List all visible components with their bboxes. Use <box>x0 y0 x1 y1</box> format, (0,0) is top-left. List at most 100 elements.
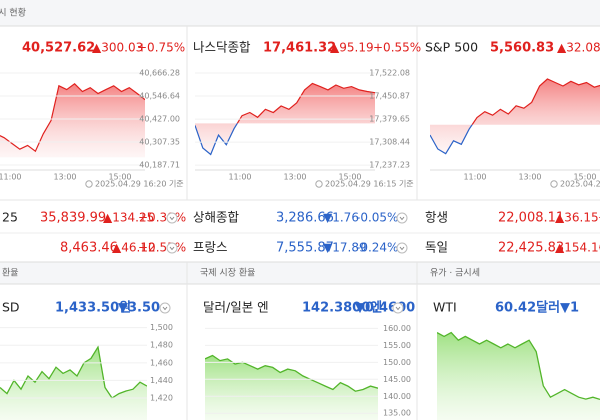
x-tick-label: 11:00 <box>0 173 22 182</box>
clock-icon <box>550 180 558 188</box>
chart <box>437 331 600 420</box>
clock-icon <box>315 180 323 188</box>
index-change: ▲300.03 <box>92 41 143 55</box>
index-price: 7,555.87 <box>276 241 334 256</box>
index-price: 5,560.83 <box>490 41 554 56</box>
y-tick-label: 135.00 <box>383 409 411 418</box>
index-name: 상해종합 <box>193 210 240 225</box>
rate-change: ▼0.4600 <box>355 301 415 316</box>
more-button <box>396 242 408 254</box>
index-price: 3,286.66 <box>276 211 334 226</box>
index-name: 독일 <box>425 240 448 255</box>
y-tick-label: 40,427.00 <box>139 115 180 124</box>
chart <box>205 354 378 420</box>
index-rate: -0.24% <box>356 241 398 255</box>
y-tick-label: 1,500 <box>150 323 173 332</box>
rate-price: 1,433.50원 <box>55 301 131 316</box>
rate-name: SD <box>2 300 20 315</box>
index-change: ▲46.12 <box>112 241 156 255</box>
index-name: S&P 500 <box>425 40 478 55</box>
index-rate: +0.55% <box>138 241 186 255</box>
more-icon <box>169 246 175 251</box>
y-tick-label: 17,308.44 <box>369 138 410 147</box>
x-tick-label: 15:00 <box>338 173 361 182</box>
more-button <box>392 302 404 314</box>
update-time: 2025.04.29 <box>560 180 600 189</box>
index-name: 나스닥종합 <box>193 40 251 55</box>
line <box>195 123 238 156</box>
rate-price: 142.3800엔 <box>302 300 382 316</box>
x-tick-label: 11:00 <box>463 173 486 182</box>
y-tick-label: 1,420 <box>150 394 173 403</box>
area <box>0 83 145 158</box>
x-tick-label: 11:00 <box>228 173 251 182</box>
more-button <box>159 302 171 314</box>
y-tick-label: 140.00 <box>383 392 411 401</box>
index-price: 35,839.99 <box>40 211 106 226</box>
y-tick-label: 150.00 <box>383 358 411 367</box>
y-tick-label: 1,440 <box>150 376 173 385</box>
more-button <box>166 242 178 254</box>
index-change: ▲154.16 <box>555 241 600 255</box>
index-change: ▼17.89 <box>323 241 367 255</box>
section-title: 환율 <box>2 267 19 279</box>
line <box>205 354 378 392</box>
index-rate: -0.05% <box>356 211 398 225</box>
y-tick-label: 40,307.35 <box>139 138 180 147</box>
y-tick-label: 1,480 <box>150 341 173 350</box>
more-icon <box>169 216 175 221</box>
y-tick-label: 17,379.65 <box>369 115 410 124</box>
chart <box>0 345 147 420</box>
header-title: 증시 현황 <box>0 8 26 19</box>
more-icon <box>399 216 405 221</box>
rate-price: 60.42달러 <box>495 300 560 316</box>
x-tick-label: 15:00 <box>573 173 596 182</box>
more-button <box>166 212 178 224</box>
index-change: ▼1.76 <box>323 211 359 225</box>
index-price: 8,463.46 <box>60 241 118 256</box>
area <box>205 355 378 420</box>
more-icon <box>162 306 168 311</box>
index-price: 22,425.83 <box>498 241 564 256</box>
index-rate: +0.38% <box>138 211 186 225</box>
more-icon <box>399 246 405 251</box>
index-change: ▲36.15 <box>555 211 599 225</box>
index-name: 25 <box>2 210 18 225</box>
line <box>430 124 473 155</box>
chart <box>430 78 600 155</box>
line <box>437 331 600 401</box>
index-price: 17,461.32 <box>263 41 336 56</box>
index-price: 40,527.62 <box>22 41 95 56</box>
y-tick-label: 145.00 <box>383 375 411 384</box>
header-bar <box>0 0 600 26</box>
line <box>0 83 145 153</box>
clock-icon <box>85 180 93 188</box>
index-change: ▲95.19 <box>330 41 374 55</box>
index-change: ▲32.08 <box>557 41 600 55</box>
update-time: 2025.04.29 16:15 기준 <box>325 180 414 189</box>
y-tick-label: 1,460 <box>150 358 173 367</box>
y-tick-label: 40,546.64 <box>139 92 180 101</box>
section-bar <box>0 262 600 284</box>
rate-change: ▼1 <box>560 301 579 316</box>
x-tick-label: 15:00 <box>108 173 131 182</box>
y-tick-label: 40,666.28 <box>139 69 180 78</box>
section-title: 국제 시장 환율 <box>200 267 255 279</box>
line <box>236 82 375 124</box>
line <box>471 78 600 125</box>
index-rate: +0.75% <box>137 41 185 55</box>
rate-change: ▼3.50 <box>118 301 160 316</box>
rate-name: 달러/일본 엔 <box>203 300 269 315</box>
index-price: 22,008.11 <box>498 211 564 226</box>
update-time: 2025.04.29 16:20 기준 <box>95 180 184 189</box>
index-change: ▲134.25 <box>103 211 154 225</box>
x-tick-label: 13:00 <box>518 173 541 182</box>
y-tick-label: 160.00 <box>383 324 411 333</box>
x-tick-label: 13:00 <box>53 173 76 182</box>
y-tick-label: 17,237.23 <box>369 161 410 170</box>
section-title: 유가 · 금시세 <box>430 268 480 279</box>
more-icon <box>395 306 401 311</box>
x-tick-label: 13:00 <box>283 173 306 182</box>
index-rate: +0 <box>598 211 600 225</box>
